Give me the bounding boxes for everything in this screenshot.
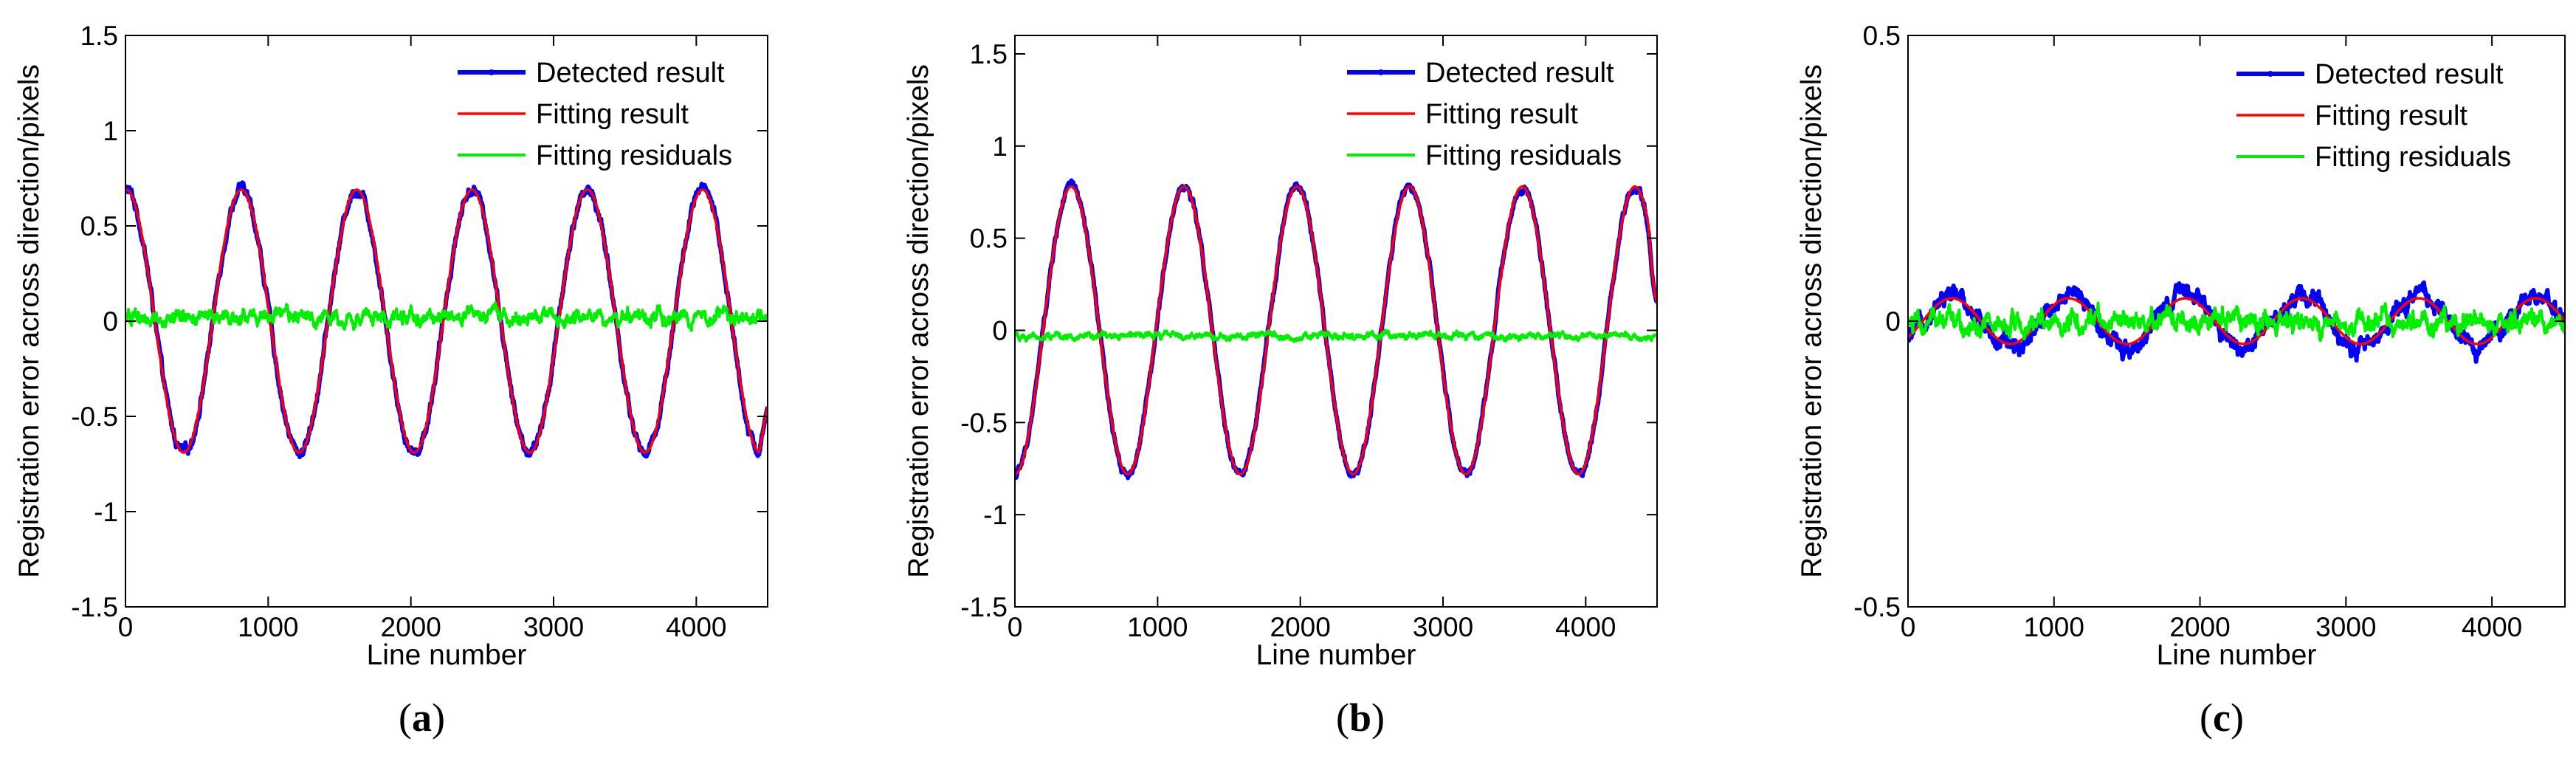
y-axis-label: Registration error across direction/pixe… — [903, 64, 934, 578]
legend: Detected result Fitting result Fitting res… — [2236, 59, 2511, 173]
series-line-fitting-result — [125, 188, 768, 454]
y-tick-label: -0.5 — [71, 402, 118, 432]
caption-letter: c — [2213, 695, 2231, 740]
legend-label: Fitting residuals — [1425, 140, 1622, 171]
x-tick-label: 3000 — [2315, 612, 2376, 642]
x-tick-label: 2000 — [2169, 612, 2230, 642]
series-group — [1908, 280, 2565, 364]
y-tick-label: 0 — [992, 315, 1008, 346]
legend-label: Detected result — [1425, 58, 1614, 89]
caption-paren: ( — [2200, 695, 2213, 740]
legend-label: Fitting result — [2315, 100, 2467, 131]
legend: Detected result Fitting result Fitting res… — [458, 58, 732, 171]
chart-panel-b: 0 1000 2000 3000 4000 -1.5 -1 -0.5 0 0.5 1 1.5 Line … — [903, 35, 1658, 740]
legend-label: Fitting residuals — [2315, 142, 2511, 173]
legend-label: Fitting result — [1425, 99, 1578, 130]
x-tick-label: 0 — [1008, 612, 1023, 642]
y-tick-label: 0.5 — [80, 211, 118, 241]
series-line-fitting-result — [1015, 185, 1657, 475]
x-tick-label: 1000 — [238, 612, 298, 642]
y-tick-label: -1.5 — [960, 592, 1008, 622]
x-tick-label: 3000 — [1413, 612, 1473, 642]
x-tick-label: 4000 — [2462, 612, 2522, 642]
y-tick-label: -0.5 — [960, 408, 1008, 438]
x-tick-label: 2000 — [1270, 612, 1331, 642]
series-line-fitting-residuals — [1908, 301, 2565, 343]
x-axis-label: Line number — [2157, 639, 2317, 671]
panel-caption: (b) — [1336, 695, 1385, 740]
legend-marker — [2267, 71, 2273, 77]
axes-box — [1014, 35, 1658, 608]
caption-letter: b — [1349, 695, 1371, 740]
series-line-fitting-result — [1908, 297, 2565, 346]
y-tick-label: 1 — [103, 116, 118, 146]
x-tick-label: 0 — [118, 612, 134, 642]
panel-caption: (c) — [2200, 695, 2244, 740]
panel-caption: (a) — [399, 695, 445, 740]
y-tick-label: 1 — [992, 131, 1008, 162]
x-tick-label: 4000 — [666, 612, 726, 642]
y-axis-label: Registration error across direction/pixe… — [1796, 64, 1828, 578]
y-tick-label: 0.5 — [970, 224, 1008, 254]
legend-marker — [1378, 69, 1384, 75]
legend-label: Detected result — [2315, 59, 2504, 90]
legend-label: Fitting residuals — [536, 140, 732, 171]
caption-paren: ) — [2231, 695, 2244, 740]
x-tick-label: 3000 — [523, 612, 584, 642]
y-tick-label: -1 — [983, 500, 1008, 530]
x-tick-label: 2000 — [381, 612, 441, 642]
series-group — [1015, 178, 1657, 481]
x-axis-label: Line number — [1256, 639, 1416, 671]
y-tick-label: 1.5 — [970, 39, 1008, 69]
chart-panel-a: 0 1000 2000 3000 4000 -1.5 -1 -0.5 0 0.5 1 1.5 Line … — [13, 21, 768, 740]
y-tick-label: 1.5 — [80, 21, 118, 51]
caption-letter: a — [412, 695, 432, 740]
y-tick-label: -1 — [94, 497, 118, 527]
x-axis-label: Line number — [367, 639, 527, 671]
caption-paren: ( — [399, 695, 412, 740]
x-tick-label: 1000 — [1127, 612, 1188, 642]
y-axis-label: Registration error across direction/pixe… — [13, 64, 45, 578]
x-tick-label: 4000 — [1555, 612, 1616, 642]
legend-label: Fitting result — [536, 99, 689, 130]
y-tick-label: -1.5 — [71, 592, 118, 622]
series-group — [125, 180, 768, 459]
legend-label: Detected result — [536, 58, 725, 89]
series-line-fitting-residuals — [125, 300, 768, 332]
y-tick-label: 0.5 — [1863, 21, 1901, 51]
caption-paren: ( — [1336, 695, 1349, 740]
caption-paren: ) — [1371, 695, 1385, 740]
caption-paren: ) — [432, 695, 445, 740]
y-tick-label: 0 — [1885, 306, 1901, 337]
y-tick-label: 0 — [103, 306, 118, 337]
y-tick-label: -0.5 — [1853, 592, 1901, 622]
x-tick-label: 0 — [1901, 612, 1916, 642]
series-line-fitting-residuals — [1015, 329, 1657, 343]
legend: Detected result Fitting result Fitting res… — [1347, 58, 1622, 171]
legend-marker — [489, 69, 495, 75]
x-tick-label: 1000 — [2024, 612, 2084, 642]
series-line-detected-result — [1015, 178, 1657, 481]
